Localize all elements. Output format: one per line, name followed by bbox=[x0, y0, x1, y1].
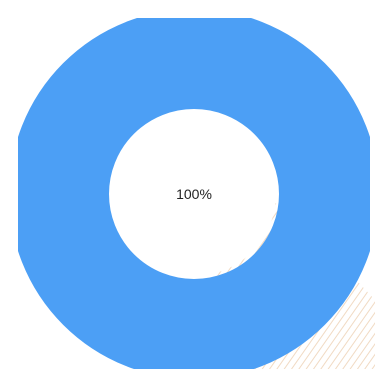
progress-ring-track bbox=[18, 18, 370, 369]
progress-ring-hole bbox=[112, 112, 276, 276]
progress-donut bbox=[18, 18, 370, 369]
